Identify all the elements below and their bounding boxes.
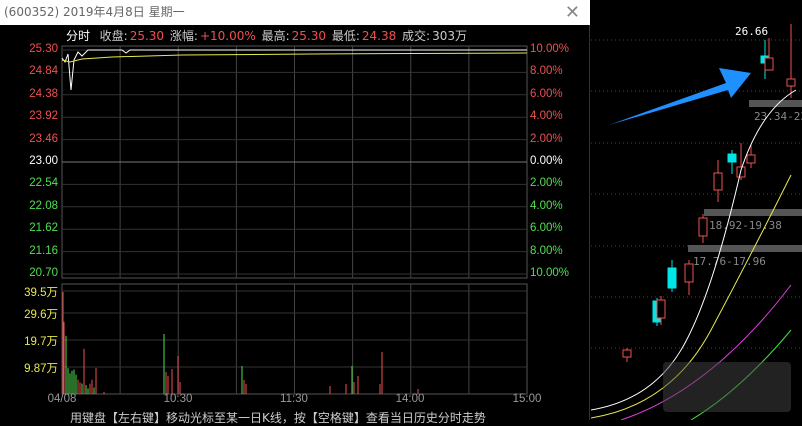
price-zone [749,100,802,107]
volume-value: 303万 [432,29,467,43]
pct-tick: 4.00% [530,110,563,123]
mode-label: 分时 [66,29,91,43]
close-label: 收盘: [99,29,128,43]
pct-tick: 2.00% [530,132,563,145]
price-zone [704,209,802,216]
ma-line-yellow [591,174,792,419]
intraday-chart[interactable] [0,0,590,420]
time-tick: 15:00 [512,393,542,405]
change-label: 涨幅: [169,29,198,43]
zone-label: 17.76-17.96 [693,255,766,268]
volume-tick: 39.5万 [24,287,58,299]
intraday-popup: (600352) 2019年4月8日 星期一 ✕ 分时 收盘: 25.30 涨幅:… [0,0,590,425]
candle-body [667,267,677,289]
zone-label: 23.34-23. [754,110,802,123]
pct-tick: 8.00% [530,65,563,78]
time-tick: 11:30 [280,393,308,405]
price-tick: 23.92 [29,110,58,123]
candle-body [764,57,774,71]
volume-tick: 19.7万 [24,336,58,348]
ma-line-white [591,89,797,411]
candle-body [622,349,632,358]
price-tick: 22.08 [29,199,58,212]
candle-body [786,78,796,87]
price-tick: 20.70 [29,267,58,279]
volume-label: 成交: [402,29,431,43]
time-tick: 10:30 [163,393,193,405]
kline-chart[interactable]: 23.34-23. 18.92-19.38 17.76-17.96 26.66 [591,0,802,420]
price-tick: 25.30 [29,43,58,55]
price-tick: 24.38 [29,87,58,100]
volume-tick: 9.87万 [24,363,58,375]
pct-tick: 10.00% [530,43,570,55]
pct-tick: 0.00% [530,155,563,167]
pct-tick: 6.00% [530,87,563,100]
quote-header: 分时 收盘: 25.30 涨幅: +10.00% 最高: 25.30 最低: 24.38… [66,27,469,44]
price-tick: 21.16 [29,244,58,257]
pct-tick: 10.00% [530,267,570,279]
pct-tick: 6.00% [530,222,563,235]
price-tick: 21.62 [29,222,58,235]
candle-body [656,299,666,319]
price-zone [688,245,802,252]
time-tick: 04/08 [47,393,77,405]
pct-tick: 4.00% [530,199,563,212]
price-tick: 23.46 [29,132,58,145]
annotation-arrow [609,68,751,125]
price-tick: 24.84 [29,65,58,78]
high-price-label: 26.66 [735,25,768,38]
price-tick: 23.00 [29,155,58,167]
close-icon[interactable]: ✕ [564,2,580,23]
zone-label: 18.92-19.38 [709,219,782,232]
volume-tick: 29.6万 [24,309,58,321]
pct-tick: 2.00% [530,177,563,190]
watermark-logo [663,362,791,412]
price-tick: 22.54 [29,177,58,190]
candle-body [684,263,694,283]
candle-body [698,217,708,237]
low-value: 24.38 [361,29,397,43]
change-value: +10.00% [199,29,256,43]
candle-body [713,172,723,191]
high-value: 25.30 [291,29,326,43]
popup-title-bar: (600352) 2019年4月8日 星期一 ✕ [0,0,590,25]
high-label: 最高: [261,29,290,43]
popup-title: (600352) 2019年4月8日 星期一 [4,5,185,19]
low-label: 最低: [331,29,360,43]
price-line [61,49,527,91]
candle-body [727,153,737,163]
average-line [61,52,528,63]
candle-body [746,154,756,164]
pct-tick: 8.00% [530,244,563,257]
time-tick: 14:00 [395,393,425,405]
footer-hint: 用键盘【左右键】移动光标至某一日K线，按【空格键】查看当日历史分时走势 [70,411,486,425]
close-value: 25.30 [129,29,165,43]
